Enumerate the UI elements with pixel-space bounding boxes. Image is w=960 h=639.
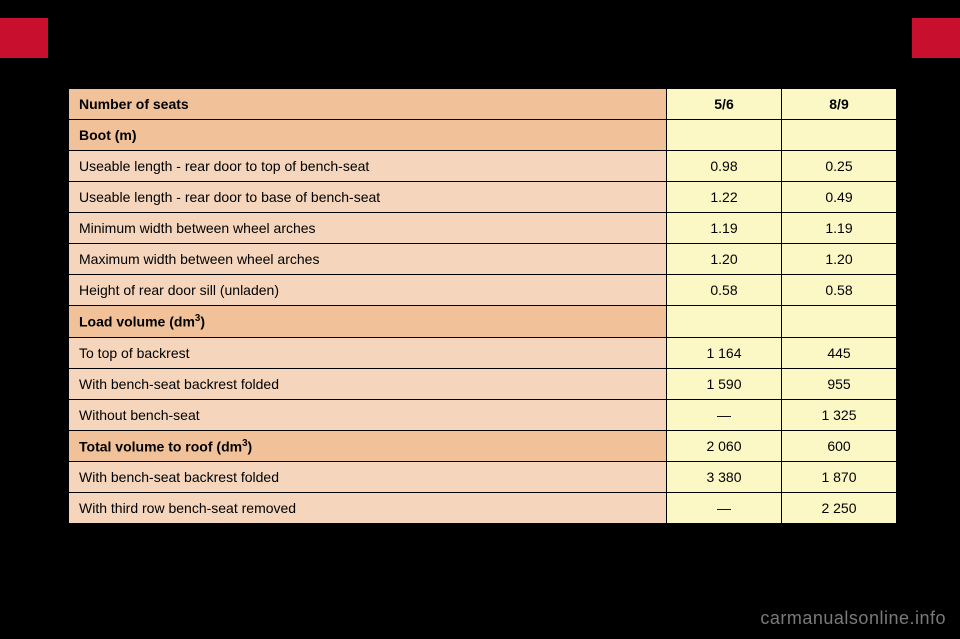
row-val1: — [667, 493, 782, 524]
row-val2: 1.19 [782, 213, 897, 244]
header-col1: 5/6 [667, 89, 782, 120]
row-label: With bench-seat backrest folded [69, 462, 667, 493]
header-col2: 8/9 [782, 89, 897, 120]
row-val2: 0.49 [782, 182, 897, 213]
row-val1: 0.58 [667, 275, 782, 306]
row-label: With bench-seat backrest folded [69, 368, 667, 399]
row-label: Maximum width between wheel arches [69, 244, 667, 275]
row-val2: 1 325 [782, 399, 897, 430]
row-label: Minimum width between wheel arches [69, 213, 667, 244]
table-row: Maximum width between wheel arches 1.20 … [69, 244, 897, 275]
table-row: With bench-seat backrest folded 1 590 95… [69, 368, 897, 399]
section-row: Load volume (dm3) [69, 306, 897, 338]
section-col1: 2 060 [667, 430, 782, 462]
section-row: Total volume to roof (dm3) 2 060 600 [69, 430, 897, 462]
section-title: Total volume to roof (dm3) [69, 430, 667, 462]
table-row: Useable length - rear door to base of be… [69, 182, 897, 213]
row-label: Without bench-seat [69, 399, 667, 430]
section-col1 [667, 306, 782, 338]
table-row: Minimum width between wheel arches 1.19 … [69, 213, 897, 244]
header-label: Number of seats [69, 89, 667, 120]
row-val2: 0.25 [782, 151, 897, 182]
row-val1: 1 590 [667, 368, 782, 399]
row-val1: 1.19 [667, 213, 782, 244]
section-col2 [782, 306, 897, 338]
section-col2 [782, 120, 897, 151]
table-row: With bench-seat backrest folded 3 380 1 … [69, 462, 897, 493]
section-title: Boot (m) [69, 120, 667, 151]
row-val2: 2 250 [782, 493, 897, 524]
row-val1: 1.20 [667, 244, 782, 275]
spec-table-container: Number of seats 5/6 8/9 Boot (m) Useable… [66, 86, 894, 526]
row-val2: 1 870 [782, 462, 897, 493]
row-val1: — [667, 399, 782, 430]
row-label: Useable length - rear door to base of be… [69, 182, 667, 213]
table-row: To top of backrest 1 164 445 [69, 337, 897, 368]
row-val1: 1 164 [667, 337, 782, 368]
table-row: Height of rear door sill (unladen) 0.58 … [69, 275, 897, 306]
row-label: With third row bench-seat removed [69, 493, 667, 524]
section-row: Boot (m) [69, 120, 897, 151]
section-col1 [667, 120, 782, 151]
spec-table: Number of seats 5/6 8/9 Boot (m) Useable… [68, 88, 897, 524]
row-label: Useable length - rear door to top of ben… [69, 151, 667, 182]
row-val1: 3 380 [667, 462, 782, 493]
section-title: Load volume (dm3) [69, 306, 667, 338]
spec-table-body: Number of seats 5/6 8/9 Boot (m) Useable… [69, 89, 897, 524]
table-header-row: Number of seats 5/6 8/9 [69, 89, 897, 120]
row-label: To top of backrest [69, 337, 667, 368]
row-val1: 0.98 [667, 151, 782, 182]
table-row: With third row bench-seat removed — 2 25… [69, 493, 897, 524]
row-label: Height of rear door sill (unladen) [69, 275, 667, 306]
right-red-tab [912, 18, 960, 58]
table-row: Useable length - rear door to top of ben… [69, 151, 897, 182]
row-val2: 1.20 [782, 244, 897, 275]
row-val2: 955 [782, 368, 897, 399]
row-val2: 445 [782, 337, 897, 368]
left-red-tab [0, 18, 48, 58]
section-col2: 600 [782, 430, 897, 462]
table-row: Without bench-seat — 1 325 [69, 399, 897, 430]
watermark-text: carmanualsonline.info [760, 608, 946, 629]
row-val1: 1.22 [667, 182, 782, 213]
row-val2: 0.58 [782, 275, 897, 306]
